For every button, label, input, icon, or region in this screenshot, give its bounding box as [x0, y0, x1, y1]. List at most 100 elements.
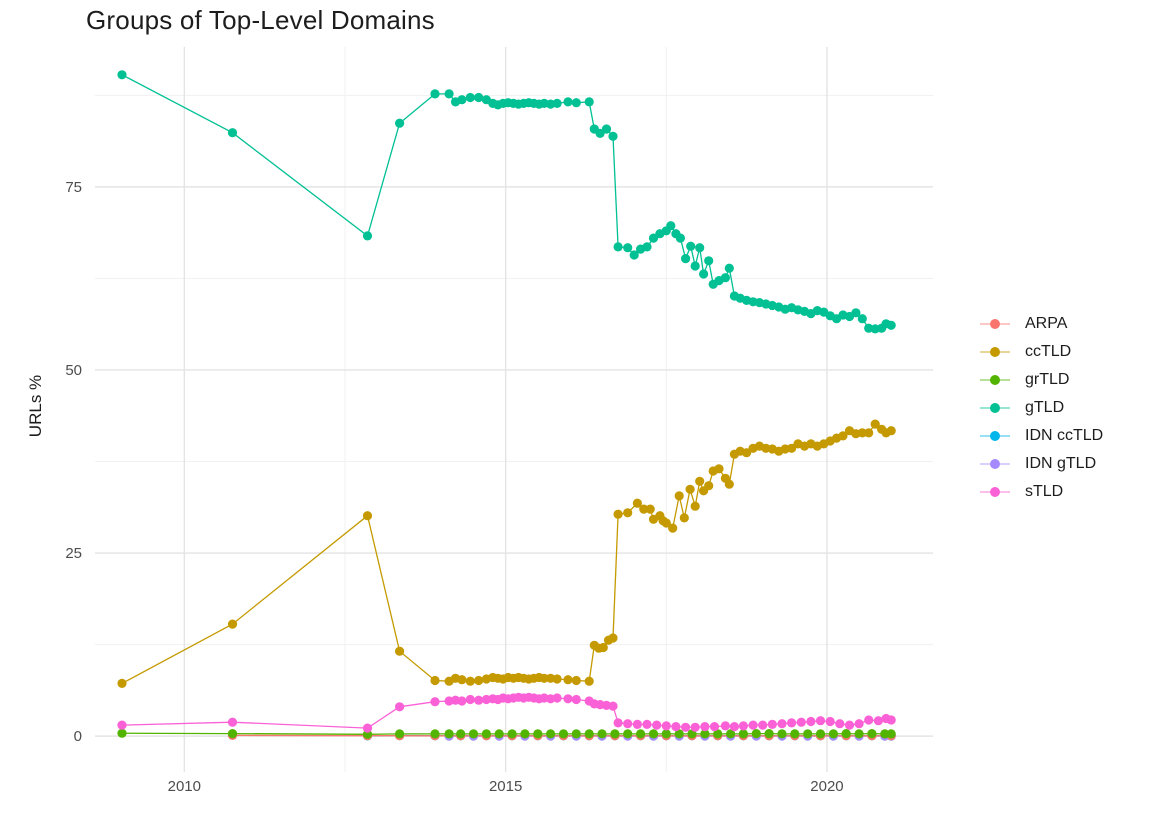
- data-point: [632, 498, 643, 508]
- data-point: [700, 729, 710, 739]
- data-point: [857, 314, 867, 324]
- data-point: [690, 501, 700, 511]
- data-point: [841, 729, 851, 739]
- data-point: [623, 729, 633, 739]
- data-point: [395, 729, 405, 739]
- data-point: [430, 729, 440, 739]
- data-point: [690, 261, 700, 271]
- data-point: [552, 674, 562, 684]
- data-point: [563, 97, 573, 107]
- data-point: [867, 729, 877, 739]
- data-point: [828, 729, 839, 739]
- data-point: [558, 729, 569, 739]
- legend-item: gTLD: [978, 394, 1103, 422]
- data-point: [571, 98, 581, 108]
- data-point: [886, 715, 896, 725]
- data-point: [642, 719, 652, 730]
- y-tick-label: 50: [65, 362, 82, 379]
- data-point: [465, 92, 475, 103]
- data-point: [552, 98, 562, 108]
- data-point: [668, 523, 678, 533]
- data-point: [738, 729, 749, 739]
- data-point: [886, 729, 896, 739]
- data-point: [681, 254, 691, 264]
- data-point: [870, 419, 880, 429]
- data-point: [675, 233, 686, 243]
- data-point: [854, 719, 864, 729]
- data-point: [864, 715, 874, 725]
- data-point: [835, 719, 845, 729]
- data-point: [648, 233, 659, 243]
- legend-key-icon: [980, 431, 1010, 441]
- data-point: [632, 719, 643, 730]
- data-point: [787, 443, 797, 453]
- data-point: [465, 694, 475, 705]
- data-point: [430, 89, 440, 99]
- data-point: [623, 243, 633, 253]
- data-point: [886, 320, 896, 330]
- data-point: [465, 676, 475, 686]
- data-point: [886, 426, 896, 436]
- legend-key-icon: [980, 319, 1010, 329]
- data-point: [639, 504, 649, 514]
- data-point: [623, 719, 633, 729]
- data-point: [690, 722, 700, 732]
- series-layer: [117, 70, 896, 741]
- data-point: [713, 729, 723, 739]
- legend-label: grTLD: [1025, 371, 1070, 388]
- data-point: [661, 729, 671, 739]
- data-point: [520, 729, 530, 739]
- legend-key-icon: [980, 375, 1010, 385]
- data-point: [608, 633, 618, 643]
- data-point: [679, 513, 689, 523]
- data-point: [474, 92, 484, 103]
- data-point: [777, 719, 787, 729]
- data-point: [457, 675, 467, 685]
- data-point: [395, 702, 405, 712]
- data-point: [430, 675, 440, 686]
- data-point: [825, 716, 835, 727]
- data-point: [873, 716, 884, 726]
- data-point: [880, 729, 890, 739]
- data-point: [584, 676, 594, 686]
- data-point: [623, 508, 633, 518]
- data-point: [699, 269, 709, 279]
- data-point: [704, 256, 714, 266]
- data-point: [597, 729, 607, 739]
- data-point: [738, 721, 749, 731]
- data-point: [117, 70, 127, 80]
- legend-label: IDN ccTLD: [1025, 427, 1104, 444]
- data-point: [695, 243, 705, 253]
- data-point: [709, 722, 720, 732]
- data-point: [767, 719, 777, 730]
- data-point: [838, 431, 848, 441]
- series-cctld: [117, 419, 896, 689]
- data-point: [742, 448, 752, 458]
- data-point: [613, 242, 623, 252]
- data-point: [674, 729, 684, 739]
- legend-item: grTLD: [978, 366, 1103, 394]
- data-point: [474, 675, 484, 686]
- data-point: [796, 717, 806, 727]
- data-point: [227, 729, 238, 739]
- data-point: [613, 718, 623, 728]
- data-point: [481, 729, 491, 739]
- data-point: [117, 678, 127, 689]
- data-point: [494, 729, 504, 739]
- data-point: [595, 128, 605, 138]
- data-point: [507, 729, 517, 739]
- data-point: [563, 694, 573, 704]
- data-point: [227, 128, 238, 138]
- legend-label: IDN gTLD: [1025, 455, 1097, 472]
- data-point: [601, 124, 612, 134]
- data-point: [444, 89, 454, 99]
- data-point: [726, 729, 736, 739]
- data-point: [117, 720, 127, 730]
- data-point: [613, 509, 623, 519]
- data-point: [474, 695, 484, 705]
- data-point: [724, 479, 734, 489]
- data-point: [552, 693, 562, 703]
- legend-item: IDN gTLD: [978, 450, 1103, 478]
- data-point: [851, 308, 861, 318]
- y-tick-labels: 0 25 50 75: [65, 179, 82, 745]
